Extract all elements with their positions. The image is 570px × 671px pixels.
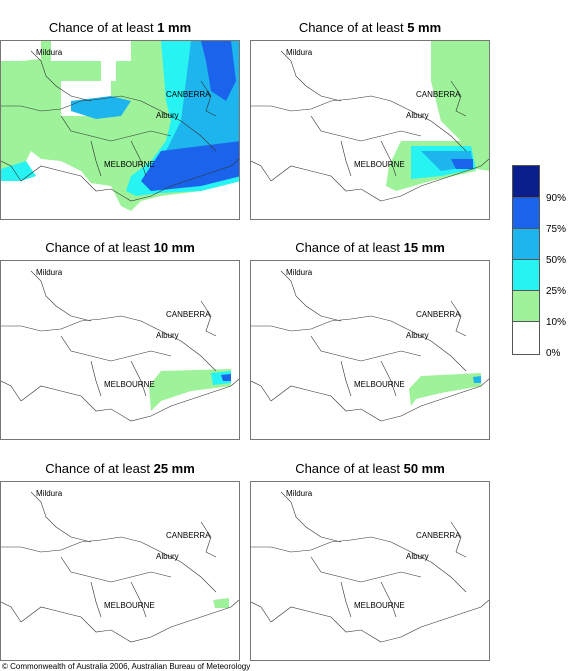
label-mildura: Mildura <box>286 489 313 498</box>
borders <box>1 270 239 422</box>
rain-overlay <box>386 41 489 191</box>
map-15mm: Mildura CANBERRA Albury MELBOURNE <box>250 260 490 440</box>
rain-overlay <box>409 373 481 406</box>
label-melbourne: MELBOURNE <box>104 380 155 389</box>
legend-swatch-10 <box>513 291 539 322</box>
rain-overlay <box>1 41 239 211</box>
map-25mm: Mildura CANBERRA Albury MELBOURNE <box>0 481 240 661</box>
map-1mm: Mildura CANBERRA Albury MELBOURNE <box>0 40 240 220</box>
borders <box>251 270 489 422</box>
map-10mm: Mildura CANBERRA Albury MELBOURNE <box>0 260 240 440</box>
label-melbourne: MELBOURNE <box>354 380 405 389</box>
legend-swatch-90 <box>513 166 539 198</box>
legend-swatch-50 <box>513 229 539 260</box>
panel-title-10mm: Chance of at least 10 mm <box>45 240 195 255</box>
map-50mm: Mildura CANBERRA Albury MELBOURNE <box>250 481 490 661</box>
label-albury: Albury <box>406 552 429 561</box>
borders <box>1 50 239 202</box>
label-albury: Albury <box>406 111 429 120</box>
borders <box>1 491 239 643</box>
borders <box>251 50 489 202</box>
label-melbourne: MELBOURNE <box>354 160 405 169</box>
legend-label-10: 10% <box>546 317 567 328</box>
label-canberra: CANBERRA <box>416 90 461 99</box>
legend-swatch-0 <box>513 322 539 354</box>
map-5mm: Mildura CANBERRA Albury MELBOURNE <box>250 40 490 220</box>
legend-label-0: 0% <box>546 348 561 359</box>
label-melbourne: MELBOURNE <box>354 601 405 610</box>
label-canberra: CANBERRA <box>166 310 211 319</box>
label-mildura: Mildura <box>286 268 313 277</box>
label-melbourne: MELBOURNE <box>104 160 155 169</box>
legend-label-75: 75% <box>546 224 567 235</box>
panel-title-1mm: Chance of at least 1 mm <box>48 20 192 35</box>
label-mildura: Mildura <box>286 48 313 57</box>
label-canberra: CANBERRA <box>166 531 211 540</box>
label-melbourne: MELBOURNE <box>104 601 155 610</box>
label-mildura: Mildura <box>36 489 63 498</box>
label-albury: Albury <box>156 111 179 120</box>
label-mildura: Mildura <box>36 268 63 277</box>
panel-title-50mm: Chance of at least 50 mm <box>295 461 445 476</box>
legend-label-25: 25% <box>546 286 567 297</box>
panel-title-25mm: Chance of at least 25 mm <box>45 461 195 476</box>
label-canberra: CANBERRA <box>416 310 461 319</box>
legend <box>512 165 540 355</box>
rain-overlay <box>149 369 231 411</box>
panel-title-5mm: Chance of at least 5 mm <box>298 20 442 35</box>
legend-swatch-75 <box>513 198 539 229</box>
label-mildura: Mildura <box>36 48 63 57</box>
copyright-text: © Commonwealth of Australia 2006, Austra… <box>2 662 251 671</box>
label-albury: Albury <box>406 331 429 340</box>
label-canberra: CANBERRA <box>166 90 211 99</box>
borders <box>251 491 489 643</box>
legend-label-90: 90% <box>546 193 567 204</box>
panel-title-15mm: Chance of at least 15 mm <box>295 240 445 255</box>
rain-overlay <box>213 598 229 608</box>
legend-label-50: 50% <box>546 255 567 266</box>
label-canberra: CANBERRA <box>416 531 461 540</box>
label-albury: Albury <box>156 552 179 561</box>
label-albury: Albury <box>156 331 179 340</box>
legend-swatch-25 <box>513 260 539 291</box>
